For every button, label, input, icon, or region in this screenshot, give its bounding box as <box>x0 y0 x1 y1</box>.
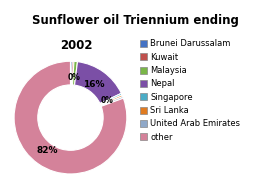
Text: 0%: 0% <box>68 73 81 82</box>
Text: 16%: 16% <box>83 80 105 89</box>
Text: 82%: 82% <box>37 146 58 155</box>
Wedge shape <box>101 97 123 106</box>
Wedge shape <box>73 61 78 85</box>
Wedge shape <box>100 95 123 105</box>
Text: Sunflower oil Triennium ending: Sunflower oil Triennium ending <box>32 14 239 27</box>
Text: 0%: 0% <box>101 96 114 105</box>
Text: 2002: 2002 <box>60 39 92 52</box>
Wedge shape <box>70 61 72 85</box>
Legend: Brunei Darussalam, Kuwait, Malaysia, Nepal, Singapore, Sri Lanka, United Arab Em: Brunei Darussalam, Kuwait, Malaysia, Nep… <box>140 39 240 142</box>
Wedge shape <box>14 61 127 174</box>
Wedge shape <box>72 61 74 85</box>
Wedge shape <box>75 62 121 103</box>
Wedge shape <box>100 93 122 104</box>
